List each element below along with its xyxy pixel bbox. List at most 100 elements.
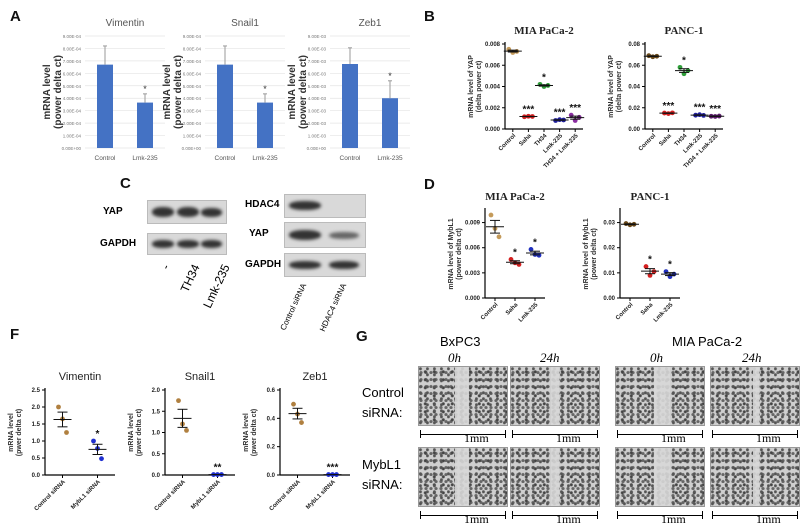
significance-label: *** bbox=[709, 104, 721, 115]
y-tick-label: 5.00E-03 bbox=[308, 84, 327, 89]
panel-label-d: D bbox=[424, 176, 435, 193]
y-tick-label: 0.08 bbox=[628, 42, 640, 48]
x-tick-label: Control bbox=[638, 133, 658, 153]
y-tick-label: 0.0 bbox=[152, 473, 161, 479]
y-axis-label: (power delta ct) bbox=[298, 55, 309, 129]
y-tick-label: 0.6 bbox=[267, 388, 276, 394]
y-tick-label: 0.00E+00 bbox=[307, 146, 327, 151]
y-tick-label: 6.00E-04 bbox=[183, 71, 202, 76]
scale-label: 1mm bbox=[756, 512, 781, 526]
y-tick-label: 4.00E-04 bbox=[183, 96, 202, 101]
blot-hdac4 bbox=[284, 194, 366, 218]
x-tick-label: Saha bbox=[658, 133, 673, 148]
significance-label: * bbox=[542, 72, 546, 83]
significance-label: * bbox=[648, 255, 652, 266]
y-tick-label: 2.5 bbox=[32, 388, 41, 394]
y-tick-label: 0.0 bbox=[267, 473, 276, 479]
y-axis-label: mRNA level bbox=[287, 64, 298, 119]
chart-D-panc: PANC-1 mRNA level of MybL1 (power delta ct… bbox=[583, 191, 680, 324]
y-tick-label: 3.00E-04 bbox=[63, 109, 82, 114]
x-tick-label: Lmk-235 bbox=[132, 155, 158, 162]
chart-A-zeb1: Zeb1 mRNA level (power delta ct) 0.00E+00 1.… bbox=[287, 18, 410, 162]
y-tick-label: 0.04 bbox=[628, 85, 640, 91]
bar bbox=[382, 98, 398, 148]
bar bbox=[257, 102, 273, 148]
y-tick-label: 0.02 bbox=[628, 106, 640, 112]
y-tick-label: 7.00E-04 bbox=[183, 59, 202, 64]
y-tick-label: 0.00E+00 bbox=[182, 146, 202, 151]
y-tick-label: 2.00E-04 bbox=[63, 121, 82, 126]
wound-micrograph bbox=[510, 366, 600, 426]
panel-label-c: C bbox=[120, 175, 131, 192]
significance-label: * bbox=[143, 84, 147, 94]
y-tick-label: 4.00E-04 bbox=[63, 96, 82, 101]
y-axis-label: (pwer delta ct) bbox=[136, 409, 143, 456]
chart-title: Vimentin bbox=[59, 371, 102, 383]
y-tick-label: 0.4 bbox=[267, 416, 276, 422]
wound-micrograph bbox=[615, 366, 705, 426]
y-tick-label: 1.5 bbox=[152, 409, 161, 415]
x-tick-label: Lmk-235 bbox=[653, 302, 675, 324]
significance-label: *** bbox=[569, 103, 581, 114]
y-tick-label: 0.00E+00 bbox=[62, 146, 82, 151]
time-label: 0h bbox=[448, 350, 461, 365]
row-label: Control siRNA: bbox=[362, 385, 404, 420]
data-point bbox=[56, 404, 61, 410]
wound-micrograph bbox=[710, 447, 800, 507]
y-tick-label: 8.00E-04 bbox=[63, 46, 82, 51]
chart-title: Snail1 bbox=[231, 18, 259, 29]
scale-bar bbox=[420, 511, 506, 519]
blot-row-label: YAP bbox=[249, 228, 269, 239]
time-label: 24h bbox=[742, 350, 762, 365]
x-tick-label: Lmk-235 bbox=[252, 155, 278, 162]
y-axis-label: mRNA level bbox=[243, 413, 250, 452]
chart-title: Vimentin bbox=[106, 18, 145, 29]
wound-micrograph bbox=[418, 366, 508, 426]
y-axis-label: mRNA level bbox=[8, 413, 15, 452]
panel-label-a: A bbox=[10, 8, 21, 25]
wound-micrograph bbox=[510, 447, 600, 507]
scale-bar bbox=[712, 430, 798, 438]
wound-micrograph bbox=[615, 447, 705, 507]
scale-label: 1mm bbox=[661, 431, 686, 445]
bar bbox=[342, 64, 358, 148]
time-label: 0h bbox=[650, 350, 663, 365]
x-tick-label: Control bbox=[615, 302, 635, 322]
chart-A-snail1: Snail1 mRNA level (power delta ct) 0.00E+00… bbox=[162, 18, 285, 162]
bar bbox=[137, 102, 153, 148]
y-tick-label: 0.009 bbox=[465, 221, 481, 227]
significance-label: *** bbox=[694, 103, 706, 114]
y-axis-label: mRNA level bbox=[162, 64, 173, 119]
y-tick-label: 0.003 bbox=[465, 271, 481, 277]
scale-label: 1mm bbox=[756, 431, 781, 445]
x-tick-label: Saha bbox=[518, 133, 533, 148]
y-tick-label: 9.00E-04 bbox=[63, 34, 82, 39]
chart-title: Zeb1 bbox=[302, 371, 327, 383]
y-axis-label: mRNA level bbox=[42, 64, 53, 119]
y-tick-label: 1.00E-03 bbox=[308, 134, 327, 139]
blot-row-label: HDAC4 bbox=[245, 199, 280, 210]
y-tick-label: 3.00E-03 bbox=[308, 109, 327, 114]
panel-label-f: F bbox=[10, 326, 20, 343]
data-point bbox=[99, 456, 104, 462]
chart-B-mia: MIA PaCa-2 mRNA level of YAP (delta power … bbox=[468, 25, 585, 170]
y-tick-label: 2.00E-04 bbox=[183, 121, 202, 126]
scale-label: 1mm bbox=[556, 431, 581, 445]
chart-title: Snail1 bbox=[185, 371, 216, 383]
x-tick-label: Lmk-235 bbox=[518, 302, 540, 324]
data-point bbox=[488, 212, 494, 218]
x-tick-label: Control bbox=[215, 155, 237, 162]
x-tick-label: Control bbox=[340, 155, 362, 162]
y-tick-label: 1.0 bbox=[152, 431, 161, 437]
time-label: 24h bbox=[540, 350, 560, 365]
y-axis-label: mRNA level of MybL1 bbox=[448, 218, 455, 289]
y-tick-label: 0.00 bbox=[628, 127, 640, 133]
data-point bbox=[516, 262, 522, 267]
bar bbox=[217, 64, 233, 148]
y-tick-label: 6.00E-03 bbox=[308, 71, 327, 76]
y-tick-label: 1.5 bbox=[32, 422, 41, 428]
significance-label: * bbox=[668, 260, 672, 271]
y-tick-label: 1.00E-04 bbox=[183, 134, 202, 139]
y-tick-label: 6.00E-04 bbox=[63, 71, 82, 76]
